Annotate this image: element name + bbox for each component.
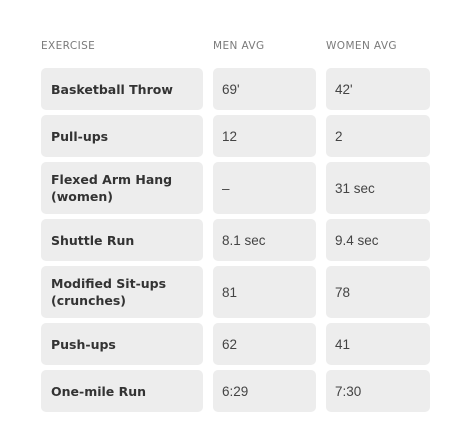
table-row: One-mile Run 6:29 7:30: [41, 370, 430, 412]
table-header-row: EXERCISE MEN AVG WOMEN AVG: [41, 40, 430, 68]
exercise-cell: Shuttle Run: [41, 219, 203, 261]
table-row: Basketball Throw 69' 42': [41, 68, 430, 110]
table-row: Flexed Arm Hang (women) – 31 sec: [41, 162, 430, 214]
exercise-cell: Basketball Throw: [41, 68, 203, 110]
men-avg-cell: 8.1 sec: [213, 219, 316, 261]
exercise-cell: Flexed Arm Hang (women): [41, 162, 203, 214]
exercise-cell: Modified Sit-ups (crunches): [41, 266, 203, 318]
table-row: Shuttle Run 8.1 sec 9.4 sec: [41, 219, 430, 261]
women-avg-cell: 2: [326, 115, 430, 157]
women-avg-cell: 31 sec: [326, 162, 430, 214]
header-women-avg: WOMEN AVG: [326, 40, 397, 52]
table-row: Push-ups 62 41: [41, 323, 430, 365]
table-row: Modified Sit-ups (crunches) 81 78: [41, 266, 430, 318]
exercise-cell: One-mile Run: [41, 370, 203, 412]
men-avg-cell: 69': [213, 68, 316, 110]
fitness-table: EXERCISE MEN AVG WOMEN AVG Basketball Th…: [41, 40, 430, 417]
women-avg-cell: 41: [326, 323, 430, 365]
table-row: Pull-ups 12 2: [41, 115, 430, 157]
women-avg-cell: 7:30: [326, 370, 430, 412]
exercise-cell: Push-ups: [41, 323, 203, 365]
men-avg-cell: 81: [213, 266, 316, 318]
men-avg-cell: 62: [213, 323, 316, 365]
men-avg-cell: 12: [213, 115, 316, 157]
women-avg-cell: 9.4 sec: [326, 219, 430, 261]
men-avg-cell: –: [213, 162, 316, 214]
women-avg-cell: 78: [326, 266, 430, 318]
women-avg-cell: 42': [326, 68, 430, 110]
exercise-cell: Pull-ups: [41, 115, 203, 157]
header-men-avg: MEN AVG: [213, 40, 265, 52]
men-avg-cell: 6:29: [213, 370, 316, 412]
header-exercise: EXERCISE: [41, 40, 96, 52]
